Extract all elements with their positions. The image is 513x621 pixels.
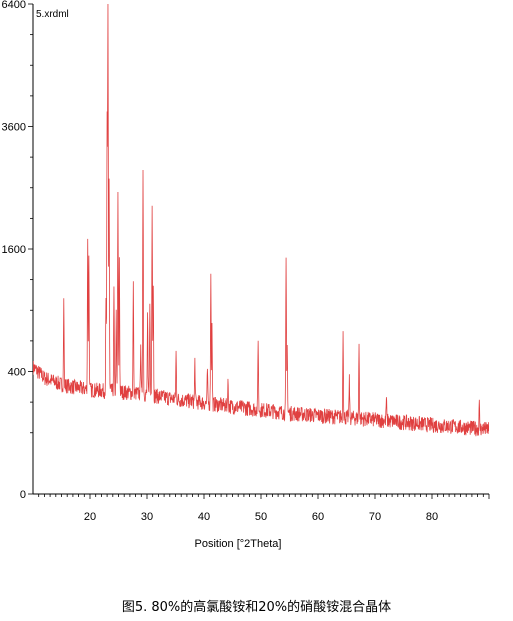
x-tick-label: 20 <box>84 511 96 523</box>
x-tick-label: 80 <box>426 511 438 523</box>
x-tick-label: 70 <box>369 511 381 523</box>
xrd-pattern-line <box>33 4 489 437</box>
chart-tick-labels: 20 30 40 50 60 70 80 0 400 1600 3600 6400 <box>2 0 439 523</box>
y-tick-label: 6400 <box>2 0 26 11</box>
x-tick-label: 60 <box>312 511 324 523</box>
file-label: 5.xrdml <box>36 9 69 20</box>
y-tick-label: 0 <box>20 489 26 501</box>
xrd-chart: 20 30 40 50 60 70 80 0 400 1600 3600 6400 5.xrdml P… <box>2 0 490 550</box>
chart-ticks <box>28 3 490 499</box>
y-tick-label: 3600 <box>2 122 26 134</box>
x-tick-label: 40 <box>198 511 210 523</box>
y-tick-label: 1600 <box>2 244 26 256</box>
x-axis-title: Position [°2Theta] <box>195 538 282 550</box>
x-tick-label: 50 <box>255 511 267 523</box>
y-tick-label: 400 <box>8 367 26 379</box>
chart-axes <box>32 4 489 495</box>
x-tick-label: 30 <box>141 511 153 523</box>
figure-caption: 图5. 80%的高氯酸铵和20%的硝酸铵混合晶体 <box>121 600 392 615</box>
